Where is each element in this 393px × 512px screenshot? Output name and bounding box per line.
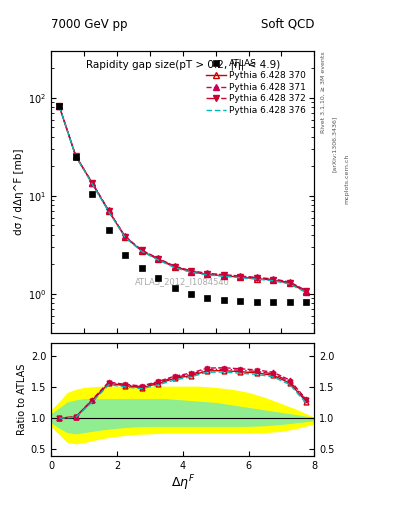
Pythia 6.428 370	[254, 275, 259, 282]
Pythia 6.428 371	[271, 276, 275, 282]
Pythia 6.428 372	[222, 272, 226, 278]
Pythia 6.428 372	[156, 255, 160, 262]
Pythia 6.428 370	[90, 180, 95, 186]
Line: Pythia 6.428 376: Pythia 6.428 376	[59, 106, 306, 292]
ATLAS	[57, 103, 62, 110]
Line: Pythia 6.428 371: Pythia 6.428 371	[57, 103, 309, 293]
Pythia 6.428 376	[139, 248, 144, 254]
Pythia 6.428 371	[189, 268, 193, 274]
ATLAS	[222, 296, 226, 303]
ATLAS	[107, 227, 111, 233]
Text: Rapidity gap size(pT > 0.2, |η| < 4.9): Rapidity gap size(pT > 0.2, |η| < 4.9)	[86, 60, 280, 70]
Pythia 6.428 376	[189, 269, 193, 275]
Pythia 6.428 372	[107, 208, 111, 214]
Pythia 6.428 372	[172, 264, 177, 270]
ATLAS	[205, 295, 210, 302]
Y-axis label: dσ / dΔη^F [mb]: dσ / dΔη^F [mb]	[14, 149, 24, 235]
Pythia 6.428 376	[107, 208, 111, 215]
Pythia 6.428 371	[156, 255, 160, 262]
Pythia 6.428 372	[238, 273, 243, 280]
Pythia 6.428 376	[271, 278, 275, 284]
Pythia 6.428 370	[156, 257, 160, 263]
Line: ATLAS: ATLAS	[56, 103, 309, 305]
ATLAS	[123, 252, 127, 258]
Pythia 6.428 376	[287, 281, 292, 287]
Pythia 6.428 371	[205, 270, 210, 276]
ATLAS	[139, 265, 144, 271]
ATLAS	[304, 298, 309, 305]
Pythia 6.428 371	[287, 279, 292, 285]
Pythia 6.428 370	[172, 264, 177, 270]
Line: Pythia 6.428 370: Pythia 6.428 370	[57, 103, 309, 294]
Text: 7000 GeV pp: 7000 GeV pp	[51, 18, 128, 31]
Pythia 6.428 376	[254, 276, 259, 282]
Pythia 6.428 372	[57, 103, 62, 110]
Pythia 6.428 371	[73, 153, 78, 159]
Pythia 6.428 371	[90, 180, 95, 186]
Text: mcplots.cern.ch: mcplots.cern.ch	[344, 154, 349, 204]
Pythia 6.428 370	[304, 289, 309, 295]
ATLAS	[73, 154, 78, 160]
Pythia 6.428 371	[222, 271, 226, 278]
Pythia 6.428 371	[139, 247, 144, 253]
ATLAS	[238, 297, 243, 304]
Pythia 6.428 372	[254, 275, 259, 281]
Pythia 6.428 371	[57, 103, 62, 110]
Text: [arXiv:1306.3436]: [arXiv:1306.3436]	[332, 115, 337, 172]
Pythia 6.428 370	[139, 248, 144, 254]
Pythia 6.428 372	[139, 247, 144, 253]
Text: ATLAS_2012_I1084540: ATLAS_2012_I1084540	[135, 278, 230, 287]
Pythia 6.428 371	[123, 233, 127, 240]
Pythia 6.428 370	[189, 269, 193, 275]
Pythia 6.428 376	[57, 103, 62, 110]
ATLAS	[189, 291, 193, 297]
Pythia 6.428 372	[271, 276, 275, 283]
Pythia 6.428 371	[107, 207, 111, 214]
ATLAS	[172, 285, 177, 291]
ATLAS	[287, 299, 292, 305]
Pythia 6.428 370	[271, 277, 275, 283]
Pythia 6.428 376	[238, 274, 243, 281]
Pythia 6.428 376	[73, 153, 78, 159]
Pythia 6.428 376	[90, 181, 95, 187]
Pythia 6.428 370	[107, 208, 111, 214]
ATLAS	[254, 298, 259, 305]
Pythia 6.428 376	[205, 272, 210, 278]
Pythia 6.428 370	[73, 153, 78, 159]
Pythia 6.428 376	[123, 234, 127, 241]
Pythia 6.428 370	[238, 274, 243, 280]
Pythia 6.428 371	[172, 263, 177, 269]
ATLAS	[90, 191, 95, 197]
Pythia 6.428 376	[222, 273, 226, 280]
Pythia 6.428 376	[156, 257, 160, 263]
Pythia 6.428 370	[123, 234, 127, 240]
Pythia 6.428 370	[222, 273, 226, 279]
Pythia 6.428 372	[287, 280, 292, 286]
Line: Pythia 6.428 372: Pythia 6.428 372	[57, 103, 309, 294]
Pythia 6.428 370	[57, 103, 62, 110]
Pythia 6.428 372	[90, 180, 95, 186]
Pythia 6.428 371	[304, 287, 309, 293]
Text: Rivet 3.1.10, ≥ 3M events: Rivet 3.1.10, ≥ 3M events	[320, 51, 325, 133]
Legend: ATLAS, Pythia 6.428 370, Pythia 6.428 371, Pythia 6.428 372, Pythia 6.428 376: ATLAS, Pythia 6.428 370, Pythia 6.428 37…	[202, 56, 310, 119]
ATLAS	[271, 299, 275, 305]
Pythia 6.428 372	[189, 268, 193, 274]
Y-axis label: Ratio to ATLAS: Ratio to ATLAS	[17, 364, 27, 435]
Pythia 6.428 372	[123, 234, 127, 240]
Pythia 6.428 372	[205, 271, 210, 277]
Pythia 6.428 372	[73, 153, 78, 159]
Pythia 6.428 371	[238, 273, 243, 279]
Pythia 6.428 370	[205, 271, 210, 278]
Text: Soft QCD: Soft QCD	[261, 18, 314, 31]
Pythia 6.428 372	[304, 288, 309, 294]
Pythia 6.428 370	[287, 280, 292, 286]
ATLAS	[156, 275, 160, 281]
X-axis label: $\Delta\eta^F$: $\Delta\eta^F$	[171, 473, 195, 493]
Pythia 6.428 376	[172, 265, 177, 271]
Pythia 6.428 376	[304, 289, 309, 295]
Pythia 6.428 371	[254, 274, 259, 281]
